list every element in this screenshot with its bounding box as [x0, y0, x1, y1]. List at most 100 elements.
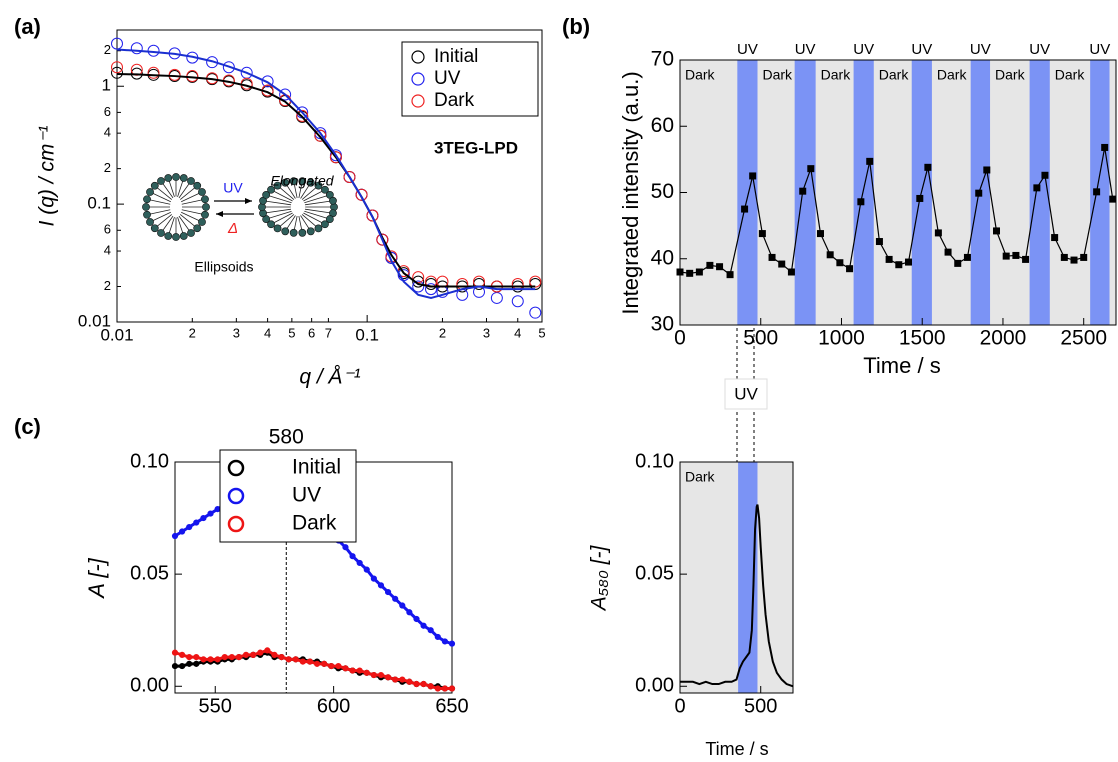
data-point [1101, 143, 1109, 151]
micelle-head [314, 224, 323, 233]
data-point [473, 275, 486, 288]
fit-line [116, 48, 536, 299]
data-point [193, 654, 200, 661]
x-tick-label: 4 [264, 325, 271, 340]
data-point [448, 685, 456, 692]
data-line [680, 504, 794, 688]
micelle-tail [146, 209, 171, 216]
micelle-head [150, 224, 159, 233]
y-tick-label: 0.10 [130, 450, 169, 472]
data-point [944, 248, 952, 256]
micelle-head [157, 229, 165, 237]
data-point [1080, 253, 1088, 261]
data-point [866, 157, 874, 165]
micelle-tail [304, 194, 330, 204]
data-point [186, 523, 193, 531]
x-tick-label: 650 [435, 695, 468, 717]
data-point [434, 685, 441, 692]
y-axis-label: Integrated intensity (a.u.) [618, 71, 643, 314]
micelle-tail [270, 212, 293, 225]
data-point [250, 651, 257, 658]
data-point [816, 230, 824, 238]
micelle-head [187, 177, 195, 185]
micelle-head [143, 195, 151, 204]
micelle-tail [304, 210, 330, 220]
data-point [529, 278, 542, 291]
micelle-head [321, 185, 329, 194]
data-point [377, 582, 385, 589]
x-tick-label: 500 [743, 327, 778, 350]
data-point [420, 622, 427, 629]
annotation: Δ [227, 220, 238, 237]
micelle-head [146, 188, 154, 196]
data-point [413, 680, 420, 688]
y-tick-label: 2 [104, 160, 111, 175]
micelle-tail [262, 200, 292, 206]
micelle-head [143, 210, 151, 219]
legend-label: UV [434, 68, 461, 89]
arrow-head [216, 211, 223, 217]
y-tick-label: 0.05 [130, 562, 169, 584]
data-point [296, 109, 309, 122]
x-axis-label: Time / s [705, 739, 768, 759]
micelle-head [298, 177, 307, 186]
data-point [758, 230, 766, 238]
data-point [857, 198, 865, 206]
data-point [363, 566, 370, 573]
y-tick-label: 0.01 [78, 311, 111, 330]
y-tick-label: 2 [104, 42, 111, 57]
data-point [214, 656, 221, 663]
data-point [427, 627, 434, 634]
legend-box [401, 41, 539, 117]
data-point [392, 595, 399, 602]
micelle-head [146, 218, 154, 226]
plot-frame [679, 461, 794, 694]
y-axis-label: A₅₈₀ [-] [588, 545, 611, 613]
micelle-head [179, 232, 188, 240]
y-axis-label: I (q) / cm⁻¹ [36, 126, 59, 227]
data-point [285, 656, 292, 663]
uv-band [737, 60, 758, 325]
micelle-head [201, 210, 209, 219]
data-point [147, 66, 160, 79]
data-point [193, 519, 200, 526]
annotation: Elongated [270, 173, 334, 189]
data-point [335, 662, 342, 670]
data-point [1093, 188, 1101, 196]
uv-label: UV [911, 41, 932, 58]
micelle-head [314, 181, 323, 190]
data-point [1060, 253, 1068, 261]
uv-band [853, 60, 874, 325]
y-tick-label: 40 [651, 246, 674, 269]
micelle-head [157, 177, 165, 185]
legend-marker [227, 459, 245, 477]
uv-label: UV [795, 41, 816, 58]
data-point [279, 88, 292, 101]
data-point [799, 187, 807, 195]
data-point [934, 229, 942, 237]
data-point [384, 674, 392, 681]
data-point [111, 37, 123, 50]
legend-label: Initial [434, 46, 478, 67]
x-tick-label: 550 [199, 695, 232, 717]
data-point [749, 172, 757, 180]
x-tick-label: 500 [744, 695, 777, 717]
data-point [413, 615, 420, 623]
uv-label: UV [853, 41, 874, 58]
micelle-head [172, 233, 180, 241]
data-point [441, 685, 448, 692]
micelle-tail [270, 189, 293, 202]
micelle-head [164, 232, 173, 240]
data-point [355, 188, 368, 201]
x-tick-label: 2 [439, 325, 446, 340]
data-point [399, 602, 406, 609]
data-point [975, 189, 983, 197]
micelle-head [306, 178, 315, 187]
arrow-head [245, 198, 252, 204]
data-point [366, 209, 379, 222]
data-point [448, 640, 456, 647]
data-point [686, 269, 694, 277]
y-tick-label: 0.10 [635, 450, 674, 472]
plot-frame [116, 29, 543, 323]
y-tick-label: 0.00 [130, 675, 169, 697]
